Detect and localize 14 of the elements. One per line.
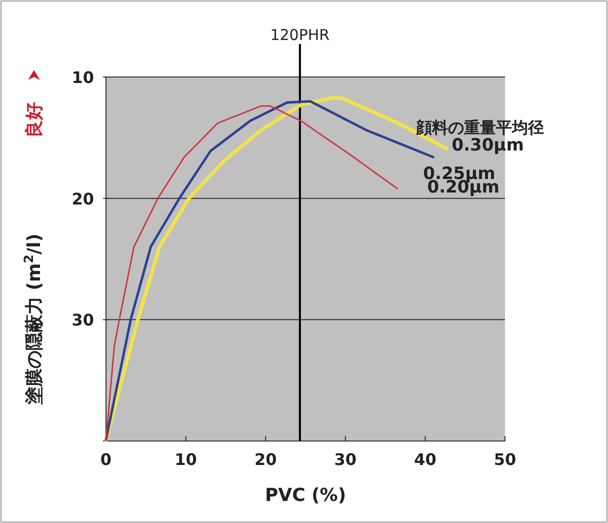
legend-title: 顔料の重量平均径 xyxy=(415,118,544,137)
x-tick-label: 10 xyxy=(174,450,197,469)
y-tick-label: 30 xyxy=(72,310,94,330)
x-tick-label: 30 xyxy=(334,450,357,469)
x-tick-label: 50 xyxy=(494,450,516,469)
x-tick-label: 20 xyxy=(254,450,277,469)
x-tick-label: 0 xyxy=(100,450,112,469)
series-label: 0.30μm xyxy=(452,136,524,156)
y-tick-label: 20 xyxy=(72,189,94,208)
ref-line-label: 120PHR xyxy=(270,26,330,44)
x-axis-title: PVC (%) xyxy=(264,485,346,506)
y-tick-label: 10 xyxy=(72,68,94,87)
x-tick-label: 40 xyxy=(414,450,436,469)
text: 良好 xyxy=(24,102,45,138)
